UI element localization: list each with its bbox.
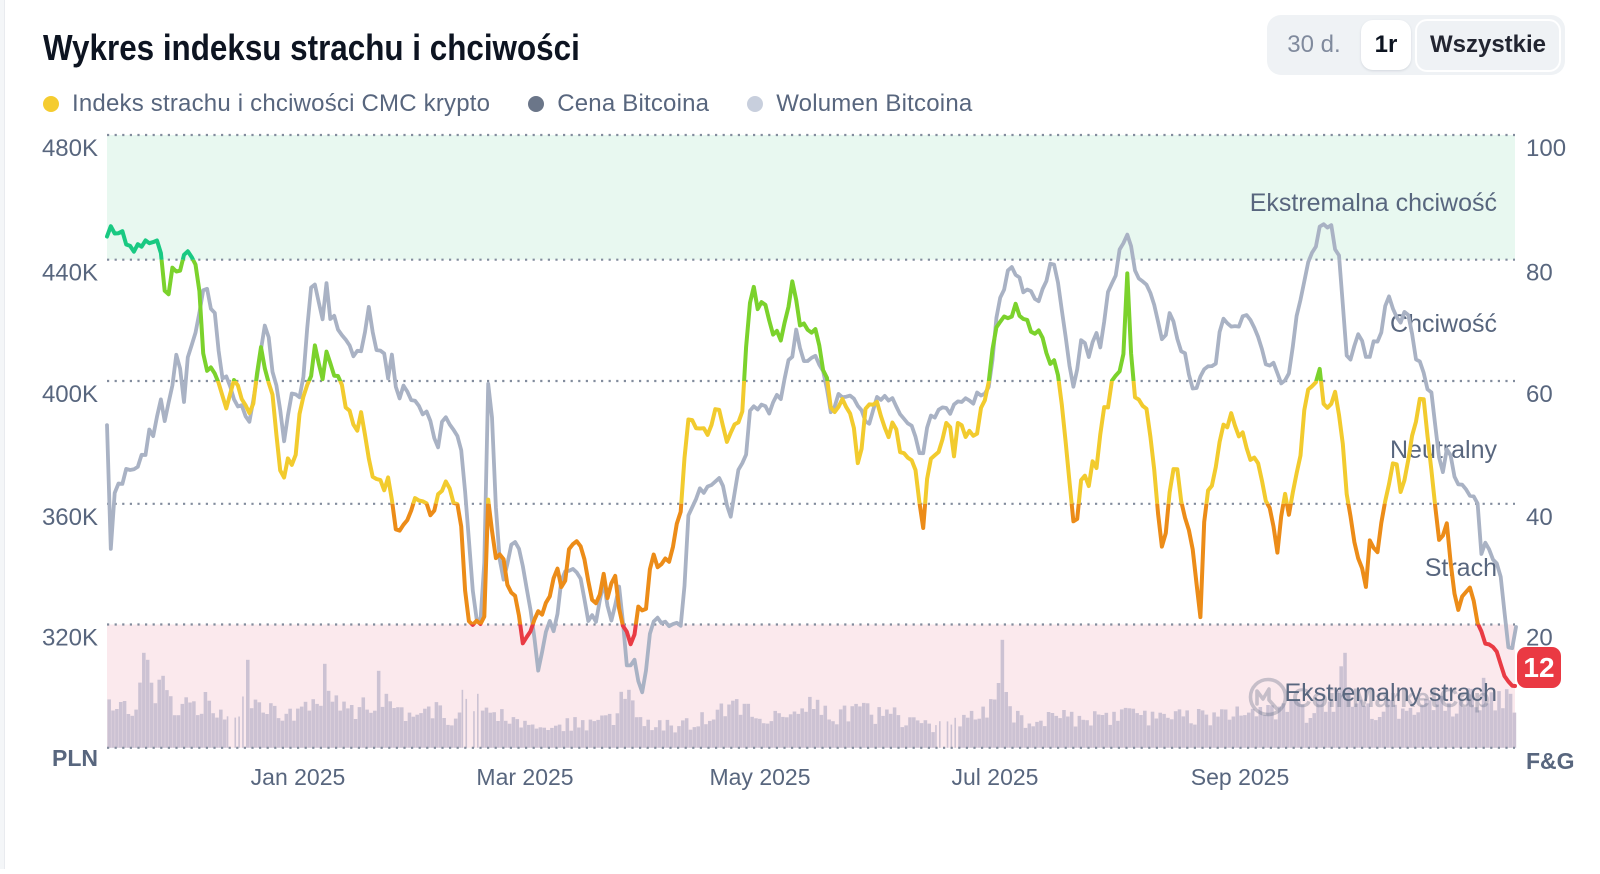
svg-text:Jan 2025: Jan 2025 xyxy=(251,764,346,790)
svg-text:F&G: F&G xyxy=(1526,748,1575,774)
svg-text:May 2025: May 2025 xyxy=(709,764,810,790)
svg-text:360K: 360K xyxy=(42,504,98,531)
svg-text:Ekstremalny strach: Ekstremalny strach xyxy=(1284,679,1497,707)
svg-text:40: 40 xyxy=(1526,504,1553,531)
svg-text:100: 100 xyxy=(1526,135,1566,162)
svg-text:Mar 2025: Mar 2025 xyxy=(476,764,573,790)
svg-text:80: 80 xyxy=(1526,260,1553,287)
svg-text:CoinMarketCap: CoinMarketCap xyxy=(1292,683,1490,713)
svg-text:PLN: PLN xyxy=(52,745,98,771)
svg-text:Ekstremalna chciwość: Ekstremalna chciwość xyxy=(1250,189,1497,217)
svg-text:Sep 2025: Sep 2025 xyxy=(1191,764,1289,790)
svg-text:Strach: Strach xyxy=(1425,554,1497,582)
svg-text:Jul 2025: Jul 2025 xyxy=(952,764,1039,790)
svg-text:400K: 400K xyxy=(42,381,98,408)
svg-text:320K: 320K xyxy=(42,625,98,652)
svg-text:12: 12 xyxy=(1523,652,1554,683)
svg-text:60: 60 xyxy=(1526,381,1553,408)
svg-text:480K: 480K xyxy=(42,135,98,162)
svg-text:440K: 440K xyxy=(42,260,98,287)
